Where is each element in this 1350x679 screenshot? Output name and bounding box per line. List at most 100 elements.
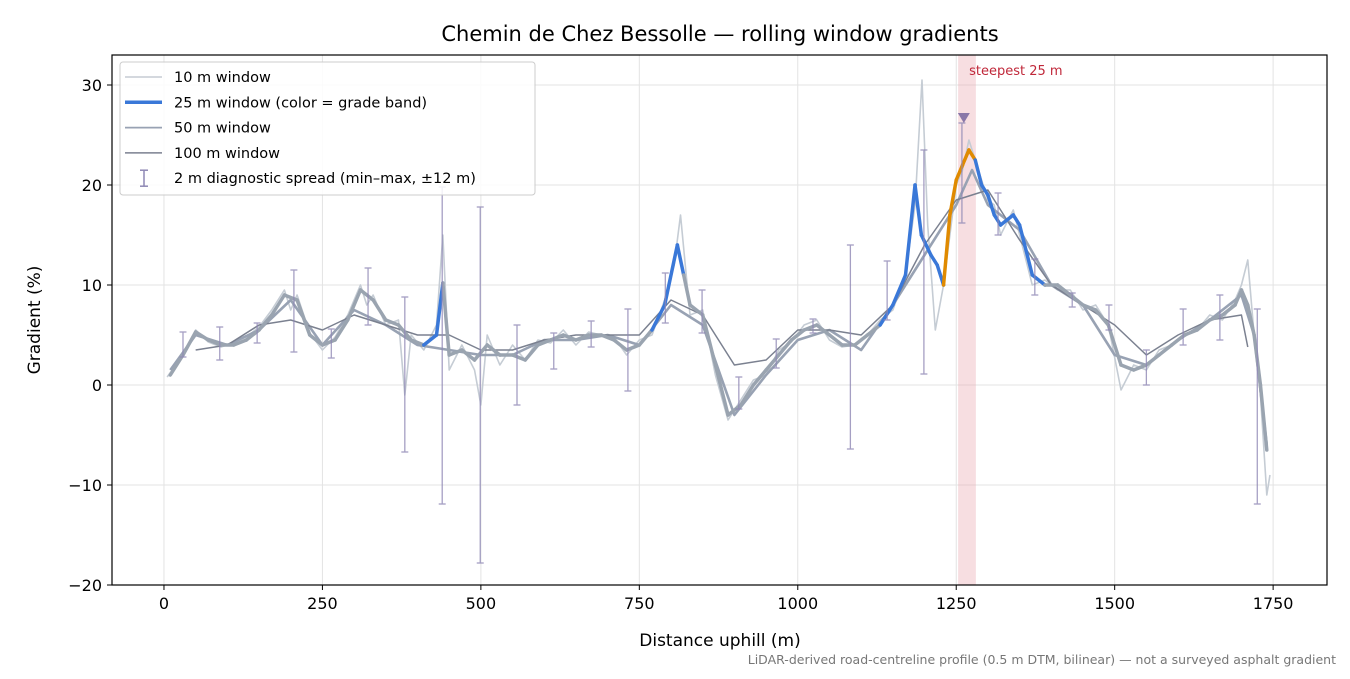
graded-segment: [1106, 323, 1123, 367]
graded-segment: [998, 213, 1016, 227]
graded-segment: [181, 330, 198, 357]
legend-label: 25 m window (color = grade band): [174, 95, 427, 111]
graded-segment: [1220, 303, 1237, 317]
graded-segment: [193, 330, 211, 342]
y-tick-label: 20: [82, 176, 102, 195]
graded-segment: [485, 343, 502, 357]
graded-segment: [903, 183, 917, 277]
graded-segment: [802, 323, 819, 332]
x-tick-label: 1250: [936, 594, 977, 613]
graded-segment: [536, 338, 553, 347]
graded-segment: [738, 383, 756, 407]
x-tick-label: 1500: [1094, 594, 1135, 613]
error-bar: [476, 206, 484, 564]
graded-segment: [688, 303, 705, 317]
graded-segment: [1195, 318, 1212, 332]
graded-segment: [1131, 363, 1149, 372]
graded-segment: [168, 353, 185, 377]
error-bar: [624, 308, 632, 392]
chart-title: Chemin de Chez Bessolle — rolling window…: [441, 22, 998, 46]
graded-segment: [650, 303, 667, 332]
graded-segment: [827, 333, 844, 347]
graded-segment: [751, 368, 768, 387]
graded-segment: [1011, 213, 1022, 227]
highlight-label: steepest 25 m: [969, 64, 1062, 79]
error-bar: [661, 272, 669, 324]
error-bar: [327, 328, 335, 359]
legend-label: 10 m window: [174, 70, 271, 86]
legend-label: 2 m diagnostic spread (min–max, ±12 m): [174, 171, 476, 187]
error-bar: [735, 376, 743, 410]
graded-segment: [853, 333, 870, 347]
graded-segment: [269, 293, 287, 317]
graded-segment: [681, 273, 692, 307]
graded-segment: [1081, 303, 1098, 312]
y-tick-label: 10: [82, 276, 102, 295]
graded-segment: [948, 178, 958, 217]
series-line: [166, 79, 1271, 496]
graded-segment: [612, 338, 629, 352]
error-bar: [550, 332, 558, 370]
graded-segment: [1233, 288, 1244, 307]
legend-label: 50 m window: [174, 121, 271, 137]
series-line: [169, 168, 1269, 446]
x-tick-label: 750: [624, 594, 655, 613]
graded-segment: [891, 273, 908, 307]
error-bar: [513, 324, 521, 406]
graded-segment: [510, 353, 527, 362]
error-bar: [216, 326, 224, 361]
y-tick-label: −10: [68, 476, 102, 495]
error-bar: [1142, 349, 1150, 386]
error-bar: [290, 269, 298, 353]
graded-segment: [320, 338, 337, 347]
error-bar: [958, 122, 966, 224]
graded-segment: [1093, 308, 1111, 327]
graded-segment: [295, 298, 312, 337]
graded-segment: [815, 323, 832, 337]
x-tick-label: 1750: [1253, 594, 1294, 613]
graded-segment: [282, 293, 299, 302]
graded-segment: [675, 243, 686, 277]
graded-segment: [789, 328, 806, 342]
graded-segment: [913, 183, 924, 237]
error-bar: [1216, 294, 1224, 341]
footnote: LiDAR-derived road-centreline profile (0…: [748, 652, 1336, 667]
graded-segment: [441, 281, 451, 357]
legend-box: [119, 61, 536, 196]
graded-segment: [967, 148, 977, 162]
error-bar: [809, 318, 817, 334]
graded-segment: [561, 333, 578, 342]
graded-segment: [777, 338, 794, 357]
graded-segment: [1119, 363, 1136, 372]
graded-segment: [1246, 303, 1256, 337]
graded-segment: [257, 313, 274, 332]
error-bar: [1179, 308, 1187, 346]
error-bar: [920, 149, 928, 375]
highlight-span: [958, 55, 976, 585]
graded-segment: [1017, 223, 1035, 277]
error-bar: [401, 296, 409, 453]
graded-segment: [1239, 288, 1250, 307]
error-bar: [364, 267, 372, 326]
graded-segment: [624, 343, 642, 352]
graded-segment: [941, 213, 952, 287]
graded-segment: [231, 338, 249, 347]
graded-segment: [460, 348, 477, 362]
error-bar: [994, 192, 1002, 236]
x-tick-label: 250: [307, 594, 338, 613]
plot-frame: [111, 54, 1328, 586]
y-axis-label: Gradient (%): [25, 266, 45, 375]
graded-segment: [548, 333, 566, 342]
error-bar: [1031, 258, 1039, 296]
x-tick-label: 1000: [777, 594, 818, 613]
graded-segment: [973, 158, 984, 187]
x-axis-label: Distance uphill (m): [639, 631, 800, 651]
error-bar: [772, 338, 780, 369]
graded-segment: [307, 333, 325, 347]
graded-segment: [1144, 353, 1161, 367]
graded-segment: [333, 318, 350, 342]
y-tick-label: 30: [82, 76, 102, 95]
y-tick-label: 0: [92, 376, 102, 395]
